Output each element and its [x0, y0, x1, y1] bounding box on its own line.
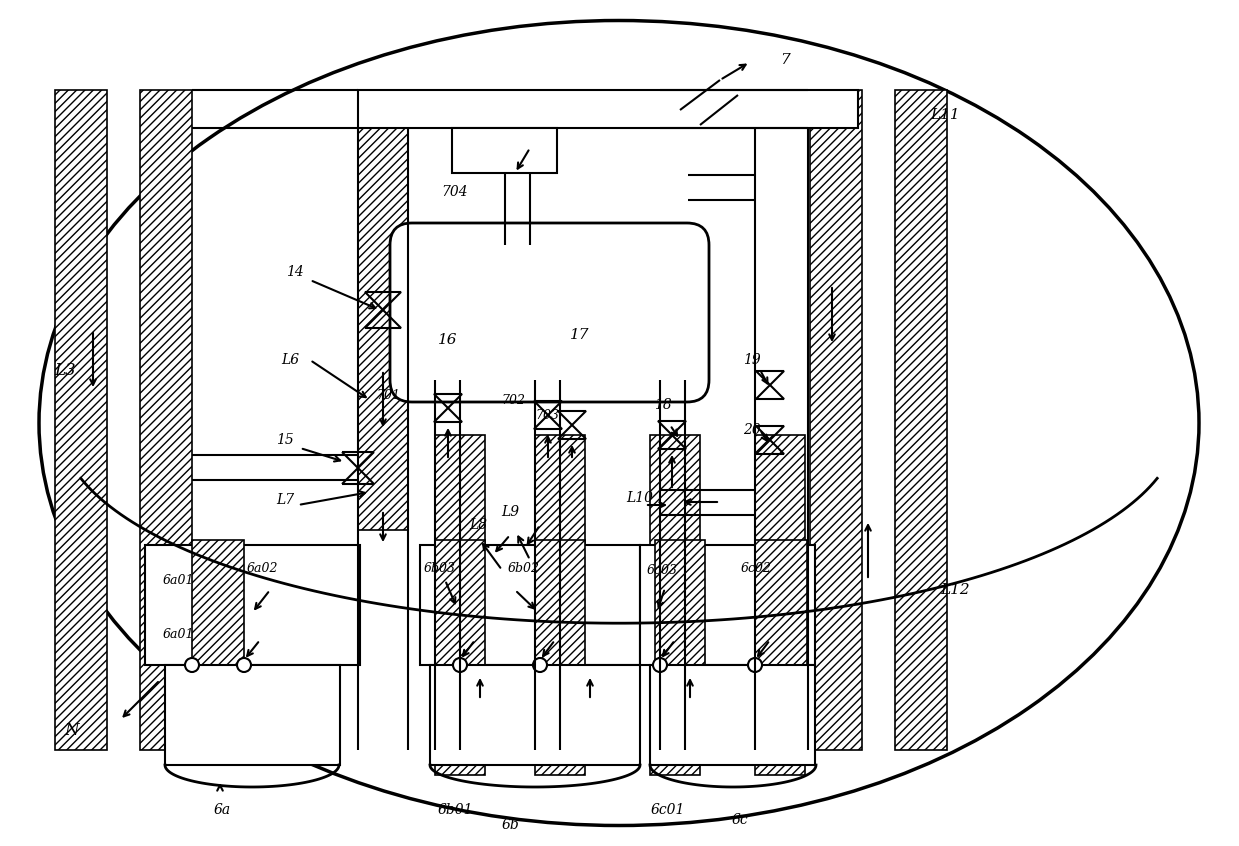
- Text: 701: 701: [375, 388, 400, 402]
- Circle shape: [237, 658, 252, 672]
- Bar: [655, 540, 705, 670]
- Text: 17: 17: [570, 328, 590, 342]
- Text: 702: 702: [501, 393, 525, 406]
- Text: 6a01: 6a01: [162, 629, 193, 641]
- Circle shape: [653, 658, 667, 672]
- Text: 6b: 6b: [501, 818, 519, 832]
- Text: 7: 7: [781, 53, 790, 67]
- Text: N: N: [64, 722, 79, 739]
- Bar: [55, 90, 107, 750]
- Text: 18: 18: [654, 398, 672, 412]
- Text: 6c02: 6c02: [741, 562, 772, 574]
- Text: L9: L9: [501, 505, 519, 519]
- Text: 14: 14: [286, 265, 304, 279]
- Bar: [430, 665, 641, 765]
- Text: L10: L10: [627, 491, 653, 505]
- Text: L6: L6: [281, 353, 299, 367]
- Bar: [650, 665, 815, 765]
- Bar: [358, 90, 857, 128]
- Text: 15: 15: [276, 433, 294, 447]
- Bar: [810, 90, 862, 750]
- Bar: [452, 128, 558, 173]
- Text: 6c: 6c: [732, 813, 748, 827]
- Bar: [145, 545, 361, 665]
- Bar: [165, 665, 339, 765]
- Circle shape: [185, 658, 199, 672]
- Text: 16: 16: [439, 333, 457, 347]
- Bar: [535, 540, 585, 670]
- Bar: [192, 540, 244, 670]
- Text: L11: L11: [930, 108, 960, 122]
- Text: 6a: 6a: [213, 803, 230, 817]
- Text: 6c01: 6c01: [650, 803, 685, 817]
- Bar: [535, 435, 585, 775]
- Bar: [755, 540, 807, 670]
- Bar: [895, 90, 947, 750]
- Text: L3: L3: [55, 361, 76, 378]
- Bar: [650, 435, 700, 775]
- Circle shape: [533, 658, 546, 672]
- Text: L8: L8: [468, 518, 487, 532]
- Text: L7: L7: [276, 493, 294, 507]
- Text: 20: 20: [743, 423, 761, 437]
- Text: 704: 704: [441, 185, 468, 199]
- Text: 703: 703: [535, 409, 559, 421]
- Text: 6b02: 6b02: [508, 562, 540, 574]
- Text: 6b03: 6b03: [424, 562, 456, 574]
- FancyBboxPatch shape: [390, 223, 709, 402]
- Text: L12: L12: [940, 583, 970, 597]
- Bar: [435, 540, 484, 670]
- Bar: [140, 90, 192, 750]
- Bar: [755, 435, 805, 775]
- Circle shape: [748, 658, 762, 672]
- Text: 19: 19: [743, 353, 761, 367]
- Bar: [435, 435, 484, 775]
- Text: 6c03: 6c03: [647, 563, 678, 576]
- Text: 6a01: 6a01: [162, 574, 193, 586]
- Bar: [420, 545, 641, 665]
- Bar: [358, 90, 408, 530]
- Circle shape: [453, 658, 467, 672]
- Bar: [641, 545, 815, 665]
- Text: 6a02: 6a02: [247, 562, 278, 574]
- Text: 6b01: 6b01: [437, 803, 473, 817]
